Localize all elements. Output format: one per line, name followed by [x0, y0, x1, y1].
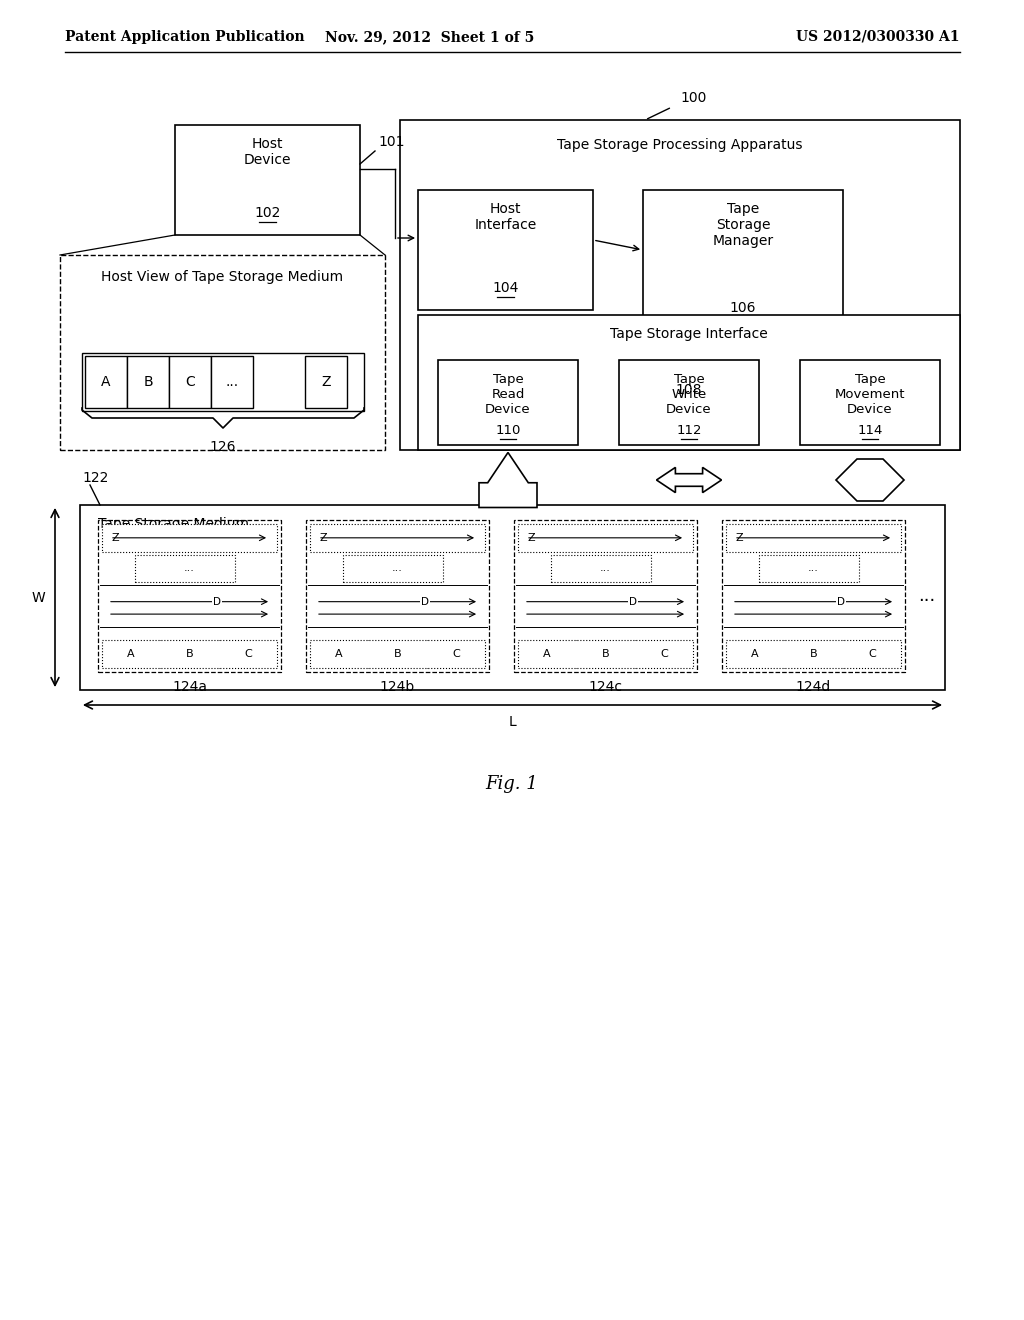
Text: ...: ...: [225, 375, 239, 389]
Bar: [98, 520, 281, 672]
Text: B: B: [143, 375, 153, 389]
Text: 110: 110: [496, 425, 520, 437]
Text: A: A: [127, 649, 135, 659]
Bar: [438, 360, 578, 445]
Bar: [514, 520, 697, 672]
Bar: [211, 356, 253, 408]
Text: Z: Z: [736, 533, 743, 543]
Bar: [80, 506, 945, 690]
Bar: [722, 520, 905, 672]
Bar: [343, 554, 443, 582]
Text: D: D: [837, 597, 845, 607]
Text: Tape Storage Processing Apparatus: Tape Storage Processing Apparatus: [557, 139, 803, 152]
Text: Host
Device: Host Device: [244, 137, 291, 168]
Bar: [726, 524, 901, 552]
Bar: [169, 356, 211, 408]
Text: 102: 102: [254, 206, 281, 220]
Text: 120: 120: [857, 473, 883, 487]
Text: D: D: [629, 597, 637, 607]
Bar: [310, 640, 485, 668]
Polygon shape: [656, 467, 722, 492]
Text: 106: 106: [730, 301, 757, 315]
Text: 124d: 124d: [796, 680, 831, 694]
Bar: [60, 255, 385, 450]
Bar: [643, 190, 843, 330]
Text: US 2012/0300330 A1: US 2012/0300330 A1: [797, 30, 961, 44]
Polygon shape: [836, 459, 904, 502]
Text: A: A: [101, 375, 111, 389]
Text: Z: Z: [112, 533, 120, 543]
Bar: [134, 554, 236, 582]
Text: C: C: [185, 375, 195, 389]
Text: 124a: 124a: [172, 680, 207, 694]
Bar: [82, 352, 364, 411]
Bar: [305, 356, 347, 408]
Text: L: L: [509, 715, 516, 729]
Text: C: C: [244, 649, 252, 659]
Text: A: A: [335, 649, 343, 659]
Polygon shape: [479, 453, 537, 507]
Bar: [418, 190, 593, 310]
Text: 124b: 124b: [380, 680, 415, 694]
Bar: [418, 315, 961, 450]
Text: B: B: [810, 649, 817, 659]
Text: D: D: [421, 597, 429, 607]
Bar: [310, 524, 485, 552]
Bar: [618, 360, 759, 445]
Bar: [85, 356, 127, 408]
Text: 126: 126: [210, 440, 237, 454]
Text: Host View of Tape Storage Medium: Host View of Tape Storage Medium: [101, 271, 344, 284]
Text: A: A: [752, 649, 759, 659]
Text: C: C: [452, 649, 460, 659]
Text: Tape Storage Medium: Tape Storage Medium: [98, 517, 249, 531]
Text: Z: Z: [322, 375, 331, 389]
Bar: [800, 360, 940, 445]
Text: B: B: [602, 649, 609, 659]
Bar: [175, 125, 360, 235]
Bar: [726, 640, 901, 668]
Text: ...: ...: [392, 564, 402, 573]
Text: 114: 114: [857, 425, 883, 437]
Text: ...: ...: [919, 587, 936, 605]
Text: C: C: [659, 649, 668, 659]
Text: W: W: [32, 590, 45, 605]
Text: Patent Application Publication: Patent Application Publication: [65, 30, 304, 44]
Text: Fig. 1: Fig. 1: [485, 775, 539, 793]
Text: 104: 104: [493, 281, 519, 294]
Text: 100: 100: [680, 91, 707, 106]
Bar: [102, 524, 278, 552]
Text: 101: 101: [378, 135, 404, 149]
Text: D: D: [213, 597, 221, 607]
Text: 108: 108: [676, 383, 702, 397]
Text: A: A: [544, 649, 551, 659]
Bar: [759, 554, 859, 582]
Text: ...: ...: [808, 564, 819, 573]
Text: Tape Storage Interface: Tape Storage Interface: [610, 327, 768, 341]
Text: ...: ...: [600, 564, 611, 573]
Text: 112: 112: [676, 425, 701, 437]
Text: Tape
Write
Device: Tape Write Device: [667, 374, 712, 416]
Text: 118: 118: [676, 473, 702, 487]
Text: Nov. 29, 2012  Sheet 1 of 5: Nov. 29, 2012 Sheet 1 of 5: [326, 30, 535, 44]
Text: B: B: [185, 649, 194, 659]
Bar: [127, 356, 169, 408]
Text: Tape
Movement
Device: Tape Movement Device: [835, 374, 905, 416]
Text: Tape
Read
Device: Tape Read Device: [485, 374, 530, 416]
Text: Z: Z: [528, 533, 536, 543]
Bar: [551, 554, 651, 582]
Bar: [518, 524, 693, 552]
Text: Z: Z: [319, 533, 328, 543]
Text: 116: 116: [495, 478, 521, 492]
Bar: [518, 640, 693, 668]
Text: 122: 122: [82, 471, 109, 484]
Bar: [102, 640, 278, 668]
Text: C: C: [868, 649, 876, 659]
Text: Tape
Storage
Manager: Tape Storage Manager: [713, 202, 773, 248]
Text: Host
Interface: Host Interface: [474, 202, 537, 232]
Text: B: B: [393, 649, 401, 659]
Bar: [400, 120, 961, 450]
Text: 124c: 124c: [589, 680, 623, 694]
Text: ...: ...: [184, 564, 195, 573]
Bar: [306, 520, 489, 672]
